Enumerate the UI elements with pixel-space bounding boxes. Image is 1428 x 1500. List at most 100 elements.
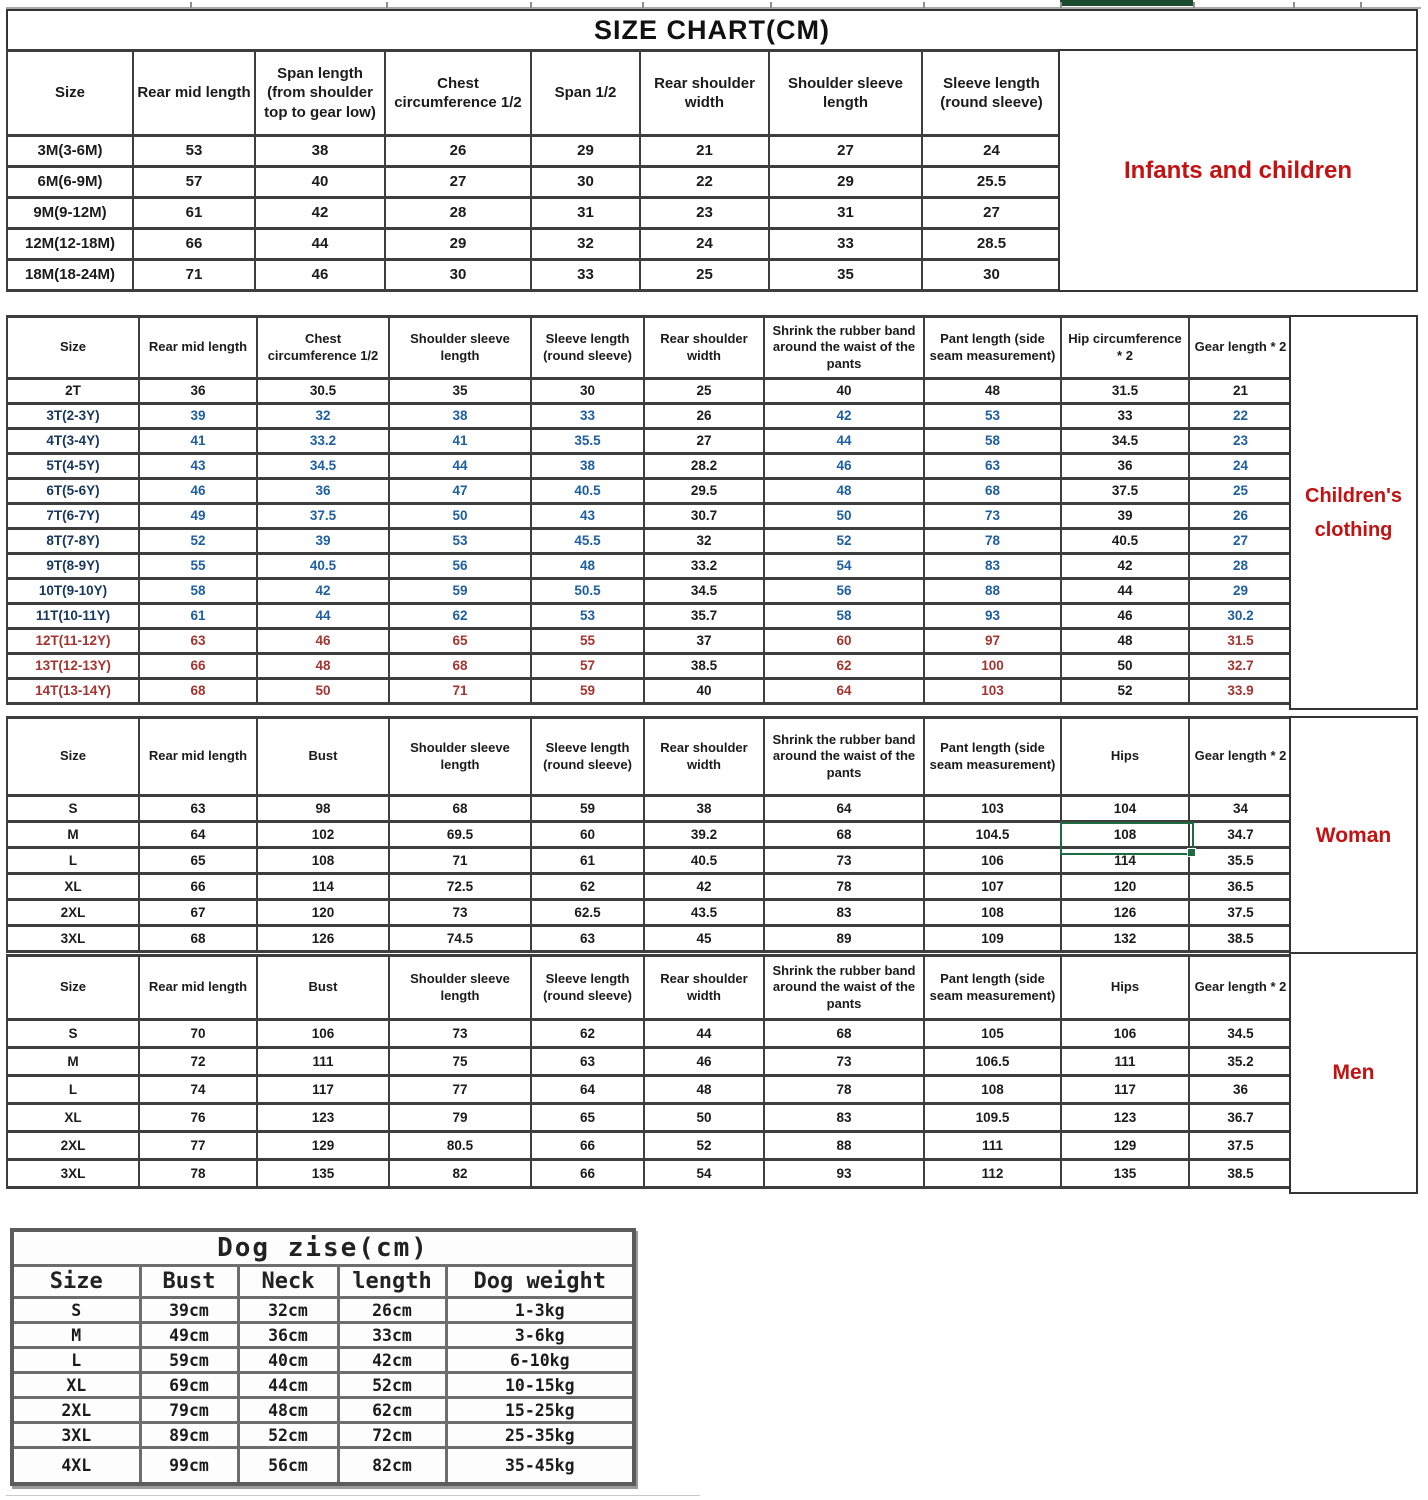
value-cell: 27 (384, 165, 532, 199)
size-cell: XL (6, 872, 140, 901)
value-cell: 73 (388, 1018, 532, 1049)
value-cell: 30.5 (256, 377, 390, 405)
value-cell: 25 (1188, 477, 1293, 505)
value-cell: 48 (923, 377, 1062, 405)
selected-column-indicator (1060, 0, 1193, 6)
size-cell: XL (10, 1371, 142, 1399)
men-column-header: Rear shoulder width (643, 954, 765, 1021)
spreadsheet-gridline-bottom (6, 1495, 700, 1496)
value-cell: 31.5 (1188, 627, 1293, 655)
value-cell: 26 (1188, 502, 1293, 530)
value-cell: 29.5 (643, 477, 765, 505)
woman-column-header: Shoulder sleeve length (388, 716, 532, 797)
value-cell: 107 (923, 872, 1062, 901)
gridline-tick (770, 2, 772, 8)
value-cell: 27 (1188, 527, 1293, 555)
table-row: 7T(6-7Y) 49 37.5 50 43 30.7 50 73 39 26 (6, 502, 1293, 530)
value-cell: 43 (138, 452, 258, 480)
value-cell: 33.2 (256, 427, 390, 455)
table-row: 4T(3-4Y) 41 33.2 41 35.5 27 44 58 34.5 23 (6, 427, 1293, 455)
value-cell: 34 (1188, 794, 1293, 823)
value-cell: 39 (1060, 502, 1190, 530)
value-cell: 103 (923, 794, 1062, 823)
table-row: 6T(5-6Y) 46 36 47 40.5 29.5 48 68 37.5 25 (6, 477, 1293, 505)
value-cell: 36 (256, 477, 390, 505)
value-cell: 106 (256, 1018, 390, 1049)
value-cell: 63 (530, 924, 645, 953)
value-cell: 66 (530, 1130, 645, 1161)
value-cell: 68 (388, 794, 532, 823)
value-cell: 26cm (336, 1296, 448, 1324)
value-cell: 106 (1060, 1018, 1190, 1049)
value-cell: 123 (1060, 1102, 1190, 1133)
value-cell: 22 (1188, 402, 1293, 430)
value-cell: 38 (530, 452, 645, 480)
value-cell: 43.5 (643, 898, 765, 927)
value-cell: 21 (1188, 377, 1293, 405)
value-cell: 45 (643, 924, 765, 953)
infants-table-container: Size Rear mid length Span length (from sho… (6, 49, 1062, 292)
value-cell: 35.2 (1188, 1046, 1293, 1077)
children-column-header: Rear mid length (138, 315, 258, 380)
value-cell: 29 (384, 227, 532, 261)
value-cell: 34.5 (1188, 1018, 1293, 1049)
value-cell: 42 (254, 196, 386, 230)
value-cell: 60 (530, 820, 645, 849)
value-cell: 123 (256, 1102, 390, 1133)
value-cell: 112 (923, 1158, 1062, 1189)
value-cell: 75 (388, 1046, 532, 1077)
value-cell: 37.5 (256, 502, 390, 530)
value-cell: 109.5 (923, 1102, 1062, 1133)
value-cell: 63 (138, 794, 258, 823)
woman-column-header: Pant length (side seam measurement) (923, 716, 1062, 797)
table-row: 3M(3-6M) 53 38 26 29 21 27 24 (6, 134, 1062, 168)
value-cell: 38 (643, 794, 765, 823)
value-cell: 46 (256, 627, 390, 655)
value-cell: 37 (643, 627, 765, 655)
table-row: S 39cm 32cm 26cm 1-3kg (10, 1296, 636, 1324)
value-cell: 82cm (336, 1446, 448, 1485)
value-cell: 73 (763, 1046, 925, 1077)
woman-column-header: Sleeve length (round sleeve) (530, 716, 645, 797)
value-cell: 99cm (138, 1446, 240, 1485)
children-group-label: Children's clothing (1289, 315, 1418, 710)
value-cell: 40.5 (530, 477, 645, 505)
size-cell: S (6, 794, 140, 823)
value-cell: 24 (639, 227, 770, 261)
size-cell: 2T (6, 377, 140, 405)
value-cell: 25 (643, 377, 765, 405)
men-column-header: Hips (1060, 954, 1190, 1021)
value-cell: 111 (1060, 1046, 1190, 1077)
value-cell: 111 (256, 1046, 390, 1077)
value-cell: 68 (763, 1018, 925, 1049)
table-row: 3XL 89cm 52cm 72cm 25-35kg (10, 1421, 636, 1449)
size-cell: 9M(9-12M) (6, 196, 134, 230)
value-cell: 28.5 (921, 227, 1062, 261)
value-cell: 40.5 (643, 846, 765, 875)
value-cell: 24 (1188, 452, 1293, 480)
value-cell: 33 (530, 258, 641, 292)
dog-column-header: Bust (138, 1264, 240, 1299)
value-cell: 93 (923, 602, 1062, 630)
value-cell: 29 (530, 134, 641, 168)
value-cell: 39.2 (643, 820, 765, 849)
value-cell: 29 (1188, 577, 1293, 605)
value-cell: 15-25kg (444, 1396, 636, 1424)
value-cell: 71 (388, 677, 532, 705)
value-cell: 56 (763, 577, 925, 605)
value-cell: 64 (763, 794, 925, 823)
table-row: 9T(8-9Y) 55 40.5 56 48 33.2 54 83 42 28 (6, 552, 1293, 580)
value-cell: 72cm (336, 1421, 448, 1449)
value-cell: 59cm (138, 1346, 240, 1374)
woman-column-header: Size (6, 716, 140, 797)
value-cell: 72.5 (388, 872, 532, 901)
value-cell: 49cm (138, 1321, 240, 1349)
value-cell: 69.5 (388, 820, 532, 849)
value-cell: 132 (1060, 924, 1190, 953)
value-cell: 54 (643, 1158, 765, 1189)
value-cell: 65 (530, 1102, 645, 1133)
table-row: XL 76 123 79 65 50 83 109.5 123 36.7 (6, 1102, 1293, 1133)
value-cell: 52cm (336, 1371, 448, 1399)
table-row: 2XL 77 129 80.5 66 52 88 111 129 37.5 (6, 1130, 1293, 1161)
value-cell: 62cm (336, 1396, 448, 1424)
